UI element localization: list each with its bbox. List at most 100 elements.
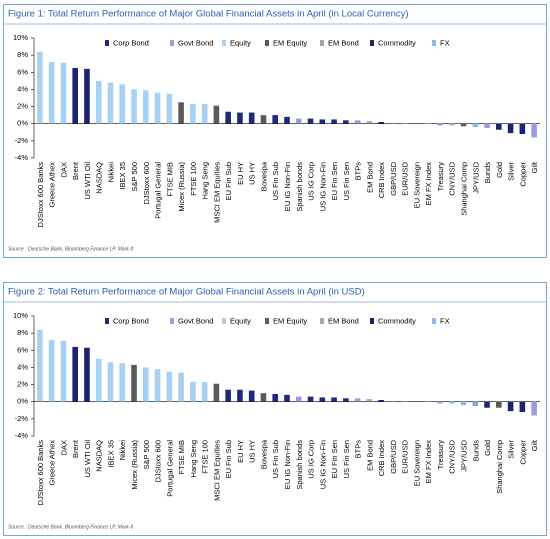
bar <box>519 401 526 412</box>
x-tick-label: Micex (Russia) <box>130 440 139 490</box>
x-tick-label: EU Fin Sen <box>330 440 339 478</box>
x-tick-label: US IG Corp <box>307 162 316 201</box>
x-tick-label: Hang Seng <box>189 440 198 478</box>
x-tick-label: CNY/USD <box>448 439 457 473</box>
bar <box>484 401 490 408</box>
y-tick-label: 10% <box>13 33 28 42</box>
legend-swatch <box>222 318 226 324</box>
x-tick-label: CNY/USD <box>448 161 457 195</box>
bar <box>237 112 243 124</box>
x-tick-label: Copper <box>518 162 527 187</box>
legend-swatch <box>105 318 109 324</box>
x-tick-label: US Fin Sen <box>342 162 351 200</box>
x-tick-label: Shanghai Comp <box>459 162 468 216</box>
bar <box>95 80 102 124</box>
x-tick-label: EM Bond <box>365 440 374 471</box>
legend-swatch <box>105 40 109 46</box>
bar <box>60 62 67 124</box>
bar <box>248 112 255 124</box>
x-tick-label: Gold <box>483 440 492 456</box>
x-tick-label: EU Fin Sub <box>224 440 233 478</box>
bar <box>472 401 479 406</box>
x-tick-label: BTPs <box>354 440 363 459</box>
bar <box>237 389 243 402</box>
x-tick-label: DJStoxx 600 Banks <box>36 440 45 506</box>
bar <box>390 122 396 124</box>
bar <box>178 102 184 124</box>
bar <box>213 105 220 124</box>
legend-label: Commodity <box>378 316 416 325</box>
x-tick-label: Gilt <box>530 161 539 173</box>
bar <box>154 92 161 124</box>
legend-label: EM Bond <box>328 316 359 325</box>
bar <box>366 121 373 124</box>
x-tick-label: Portugal General <box>165 440 174 497</box>
bar <box>366 399 373 402</box>
bar <box>107 82 114 124</box>
bar <box>378 400 384 402</box>
x-tick-label: DJStoxx 600 Banks <box>36 162 45 228</box>
x-tick-label: FTSE MIB <box>177 440 186 475</box>
x-tick-label: Bovespa <box>259 161 268 191</box>
x-tick-label: Nikkei <box>118 440 127 461</box>
bar <box>307 118 314 124</box>
bar <box>472 123 479 128</box>
x-tick-label: EU IG Non-Fin <box>283 162 292 211</box>
legend-label: Govt Bond <box>178 316 213 325</box>
x-tick-label: CRB Index <box>377 162 386 199</box>
legend-swatch <box>320 318 324 324</box>
x-tick-label: EU Fin Sen <box>330 162 339 200</box>
x-tick-label: Bovespa <box>259 439 268 469</box>
bar <box>295 118 302 124</box>
x-tick-label: MSCI EM Equities <box>212 162 221 223</box>
bar <box>390 400 396 402</box>
y-tick-label: 4% <box>17 84 28 93</box>
x-tick-label: DJStoxx 600 <box>142 162 151 205</box>
x-tick-label: JPY/USD <box>459 439 468 471</box>
y-tick-label: 8% <box>17 328 28 337</box>
x-tick-label: EU IG Non-Fin <box>283 440 292 489</box>
bar <box>190 104 196 124</box>
bar <box>378 122 384 124</box>
y-tick-label: 6% <box>17 67 28 76</box>
bar <box>437 401 443 404</box>
x-tick-label: Copper <box>518 440 527 465</box>
x-tick-label: IBEX 35 <box>118 162 127 190</box>
legend-swatch <box>170 318 174 324</box>
bar <box>119 363 126 402</box>
x-tick-label: IBEX 35 <box>106 440 115 468</box>
source-note: Source : Deutsche Bank, Bloomberg Financ… <box>8 524 134 530</box>
x-tick-label: US IG Non-Fin <box>318 162 327 211</box>
legend-label: Corp Bond <box>113 38 149 47</box>
x-tick-label: US HY <box>248 162 257 185</box>
y-tick-label: 0% <box>17 397 28 406</box>
bar <box>343 120 349 124</box>
figure-frame <box>3 282 547 536</box>
y-tick-label: 4% <box>17 362 28 371</box>
bar <box>484 123 490 128</box>
x-tick-label: Portugal General <box>154 162 163 219</box>
x-tick-label: Hang Seng <box>201 162 210 200</box>
x-tick-label: NASDAQ <box>95 440 104 472</box>
x-tick-label: Greece Athex <box>48 162 57 208</box>
bar <box>131 89 137 124</box>
bar <box>142 90 149 124</box>
x-tick-label: FTSE 100 <box>201 440 210 474</box>
legend-label: EM Equity <box>273 38 307 47</box>
bar <box>354 398 361 402</box>
bar <box>460 123 467 127</box>
legend-label: Corp Bond <box>113 316 149 325</box>
x-tick-label: GBP/USD <box>389 439 398 473</box>
bar <box>72 346 78 402</box>
x-tick-label: US Fin Sub <box>271 162 280 200</box>
legend-swatch <box>170 40 174 46</box>
bar <box>272 115 279 124</box>
x-tick-label: Silver <box>507 440 516 459</box>
bar <box>48 62 55 124</box>
legend-swatch <box>265 318 269 324</box>
bar <box>60 340 67 402</box>
bar <box>131 364 137 402</box>
y-tick-label: 0% <box>17 119 28 128</box>
x-tick-label: GBP/USD <box>389 161 398 195</box>
x-tick-label: Treasury <box>436 440 445 470</box>
